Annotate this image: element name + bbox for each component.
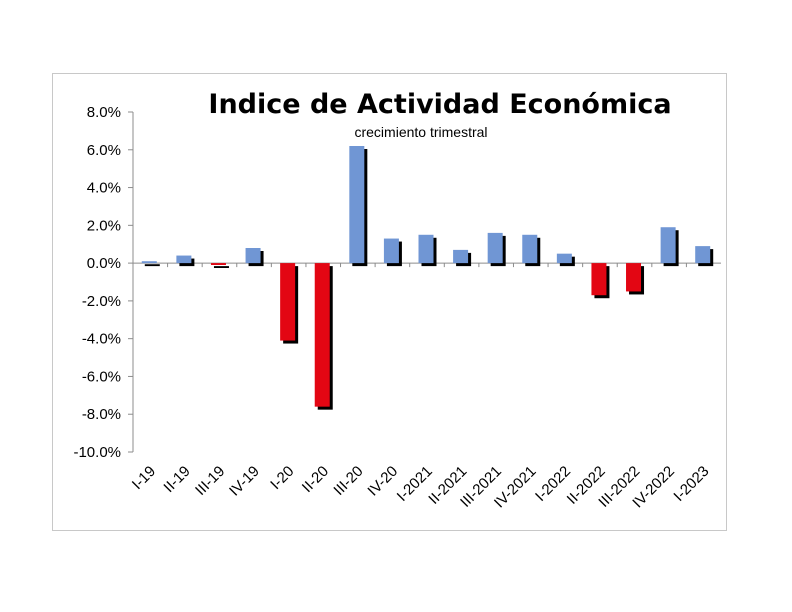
bar-IV-20: [383, 238, 402, 267]
x-tick-label: II-19: [160, 463, 193, 496]
x-tick-label: I-19: [129, 463, 159, 493]
bar-II-20: [314, 263, 333, 410]
bar: [176, 255, 192, 264]
bar: [314, 263, 330, 407]
bar: [280, 263, 296, 341]
bar: [556, 253, 572, 264]
bar: [626, 263, 642, 292]
bar-III-2022: [626, 263, 645, 295]
bar: [660, 227, 676, 264]
x-tick-label: I-2023: [670, 463, 712, 505]
x-tick-label: I-20: [267, 463, 297, 493]
bar-IV-19: [245, 248, 264, 267]
y-tick-label: 6.0%: [87, 142, 121, 159]
bar-chart: Indice de Actividad Económica crecimient…: [73, 89, 721, 511]
bar-III-2021: [487, 232, 506, 267]
y-tick-label: 0.0%: [87, 255, 121, 272]
bar-III-19: [210, 263, 229, 268]
bar-II-19: [176, 255, 195, 267]
x-tick-label: IV-19: [226, 463, 263, 500]
y-tick-label: 8.0%: [87, 104, 121, 121]
chart-frame: Indice de Actividad Económica crecimient…: [52, 73, 727, 531]
bar: [349, 146, 365, 264]
bar: [487, 232, 503, 264]
bar-I-2021: [418, 234, 437, 267]
bar-shadow: [144, 264, 160, 267]
y-tick-label: -2.0%: [82, 293, 121, 310]
y-axis: 8.0% 6.0% 4.0% 2.0% 0.0% -2.0% -4.0% -6.0% -8.0%…: [73, 104, 134, 461]
y-tick-label: -6.0%: [82, 368, 121, 385]
bars: [141, 146, 714, 410]
chart-title: Indice de Actividad Económica: [208, 89, 671, 120]
bar: [453, 249, 469, 264]
bar: [591, 263, 607, 296]
bar-IV-2022: [660, 227, 679, 267]
y-tick-label: 4.0%: [87, 180, 121, 197]
bar-II-2021: [453, 249, 472, 267]
y-tick-label: -8.0%: [82, 406, 121, 423]
bar: [210, 263, 226, 265]
y-tick-label: 2.0%: [87, 217, 121, 234]
bar-IV-2021: [522, 234, 541, 267]
bar: [245, 248, 261, 264]
y-tick-label: -4.0%: [82, 331, 121, 348]
x-tick-label: II-20: [299, 463, 332, 496]
bar-III-20: [349, 146, 368, 267]
bar-II-2022: [591, 263, 610, 299]
bar: [418, 234, 434, 264]
bar-I-2022: [556, 253, 575, 267]
bar-I-2023: [695, 246, 714, 267]
y-tick-label: -10.0%: [73, 444, 121, 461]
bar: [522, 234, 538, 264]
bar: [383, 238, 399, 264]
bar: [695, 246, 711, 264]
x-tick-label: III-20: [330, 463, 366, 499]
bar-I-20: [280, 263, 299, 344]
x-tick-label: III-19: [192, 463, 228, 499]
chart-subtitle: crecimiento trimestral: [354, 124, 487, 140]
bar-I-19: [141, 261, 160, 267]
bar: [141, 261, 157, 264]
bar-shadow: [213, 266, 229, 268]
